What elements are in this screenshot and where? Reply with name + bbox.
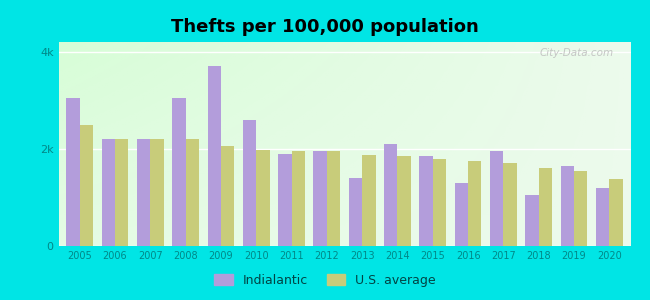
Bar bbox=[115, 139, 129, 246]
Bar bbox=[468, 161, 482, 246]
Bar bbox=[539, 168, 552, 246]
Bar bbox=[349, 178, 362, 246]
Bar bbox=[397, 156, 411, 246]
Text: City-Data.com: City-Data.com bbox=[540, 48, 614, 58]
Bar bbox=[503, 164, 517, 246]
Bar bbox=[313, 151, 327, 246]
Bar bbox=[150, 139, 164, 246]
Bar bbox=[80, 124, 93, 246]
Bar bbox=[186, 139, 199, 246]
Bar bbox=[221, 146, 235, 246]
Bar bbox=[278, 154, 292, 246]
Bar bbox=[490, 151, 503, 246]
Bar bbox=[574, 171, 588, 246]
Text: Thefts per 100,000 population: Thefts per 100,000 population bbox=[171, 18, 479, 36]
Bar bbox=[384, 144, 397, 246]
Bar bbox=[137, 139, 150, 246]
Legend: Indialantic, U.S. average: Indialantic, U.S. average bbox=[210, 270, 440, 291]
Bar bbox=[101, 139, 115, 246]
Bar bbox=[560, 166, 574, 246]
Bar bbox=[256, 150, 270, 246]
Bar bbox=[525, 195, 539, 246]
Bar bbox=[609, 179, 623, 246]
Bar bbox=[243, 120, 256, 246]
Bar bbox=[292, 151, 305, 246]
Bar bbox=[419, 156, 433, 246]
Bar bbox=[362, 155, 376, 246]
Bar bbox=[66, 98, 80, 246]
Bar bbox=[454, 183, 468, 246]
Bar bbox=[596, 188, 609, 246]
Bar bbox=[207, 66, 221, 246]
Bar bbox=[327, 151, 340, 246]
Bar bbox=[433, 159, 446, 246]
Bar bbox=[172, 98, 186, 246]
